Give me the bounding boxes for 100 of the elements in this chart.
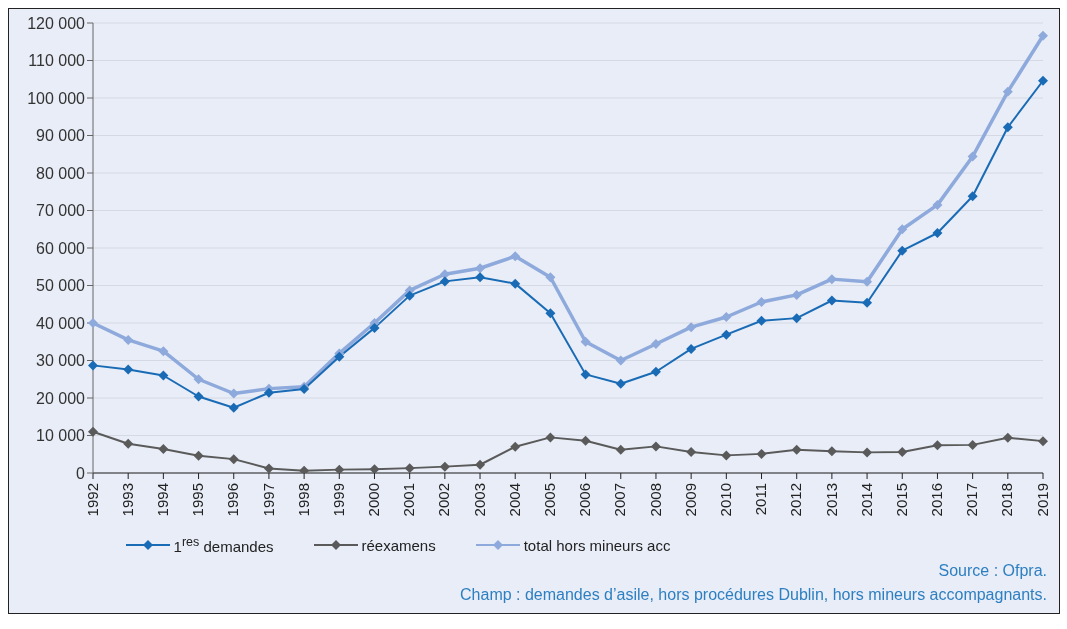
point [826, 446, 837, 457]
point [862, 447, 873, 458]
y-tick-label: 40 000 [36, 314, 86, 332]
point [932, 440, 943, 451]
x-tick-label: 2007 [611, 483, 629, 517]
legend-label: 1$^{res}$ demandes [173, 535, 274, 555]
y-tick-label: 50 000 [36, 277, 86, 295]
point [545, 432, 556, 443]
point [756, 315, 767, 326]
y-tick-label: 20 000 [36, 389, 86, 407]
x-tick-label: 2014 [857, 483, 875, 517]
x-tick-label: 2000 [365, 483, 383, 517]
point [967, 439, 978, 450]
source-note: Source : Ofpra. [937, 561, 1047, 581]
point [897, 245, 908, 256]
point [510, 278, 521, 289]
x-tick-label: 1995 [189, 483, 207, 517]
point [791, 313, 802, 324]
legend-label: total hors mineurs acc [523, 536, 671, 554]
point [932, 199, 943, 210]
x-tick-label: 1992 [83, 483, 101, 517]
point [1002, 122, 1013, 133]
point [228, 454, 239, 465]
point [475, 263, 486, 274]
point [932, 228, 943, 238]
point [721, 312, 732, 322]
x-tick-label: 2006 [576, 483, 594, 517]
x-tick-label: 2015 [892, 483, 910, 517]
point [158, 444, 169, 454]
point [123, 334, 134, 345]
point [686, 322, 697, 333]
point [686, 447, 697, 457]
x-tick-label: 2016 [928, 483, 946, 517]
point [967, 151, 978, 162]
point [580, 336, 591, 347]
point [193, 391, 204, 402]
point [510, 251, 521, 262]
x-tick-label: 2001 [400, 483, 418, 517]
y-tick-label: 30 000 [36, 352, 86, 370]
point [650, 441, 661, 452]
point [228, 402, 239, 413]
point [1038, 30, 1048, 41]
point [897, 447, 908, 457]
x-tick-label: 1999 [329, 483, 347, 517]
point [334, 464, 345, 473]
point [650, 339, 661, 349]
point [897, 224, 908, 235]
x-tick-label: 1997 [259, 483, 277, 517]
point [580, 435, 591, 446]
y-tick-label: 70 000 [36, 202, 86, 220]
x-tick-label: 1996 [224, 483, 242, 517]
x-tick-label: 1998 [294, 483, 312, 517]
x-tick-label: 2009 [681, 483, 699, 517]
point [193, 374, 204, 385]
point [650, 366, 661, 377]
y-tick-label: 110 000 [28, 52, 86, 70]
point [158, 370, 169, 381]
text: Champ : demandes d’asile, hors procédures Dublin, hors mineurs accompagnants. [459, 585, 1047, 605]
point [263, 387, 274, 398]
x-tick-label: 2004 [505, 483, 523, 517]
point [228, 388, 239, 399]
point [263, 463, 274, 473]
x-tick-label: 2003 [470, 483, 488, 517]
y-tick-label: 10 000 [36, 427, 86, 445]
x-tick-label: 2005 [541, 483, 559, 517]
y-tick-label: 90 000 [36, 127, 86, 145]
point [1038, 436, 1048, 447]
x-tick-label: 2002 [435, 483, 453, 517]
legend-label: réexamens [361, 536, 436, 554]
x-tick-label: 2008 [646, 483, 664, 517]
point [510, 441, 521, 452]
point [615, 444, 626, 455]
point [826, 295, 837, 306]
y-tick-label: 80 000 [36, 164, 86, 182]
y-tick-label: 0 [76, 464, 86, 482]
point [88, 318, 98, 328]
point [439, 276, 450, 287]
point [721, 450, 732, 461]
point [862, 276, 873, 287]
point [862, 297, 873, 308]
y-tick-label: 60 000 [36, 239, 86, 257]
x-tick-label: 1994 [154, 483, 172, 517]
point [475, 272, 486, 283]
point [791, 444, 802, 455]
point [88, 360, 98, 371]
point [826, 274, 837, 285]
y-tick-label: 100 000 [27, 89, 86, 107]
point [123, 364, 134, 375]
point [158, 346, 169, 357]
point [580, 369, 591, 380]
x-tick-label: 2013 [822, 483, 840, 517]
point [545, 308, 556, 319]
x-tick-label: 2010 [716, 483, 734, 517]
point [615, 355, 626, 366]
point [1002, 432, 1013, 443]
x-tick-label: 2011 [752, 483, 770, 516]
point [88, 426, 98, 437]
point [123, 438, 134, 449]
point [1002, 86, 1013, 97]
x-tick-label: 1993 [118, 483, 136, 517]
